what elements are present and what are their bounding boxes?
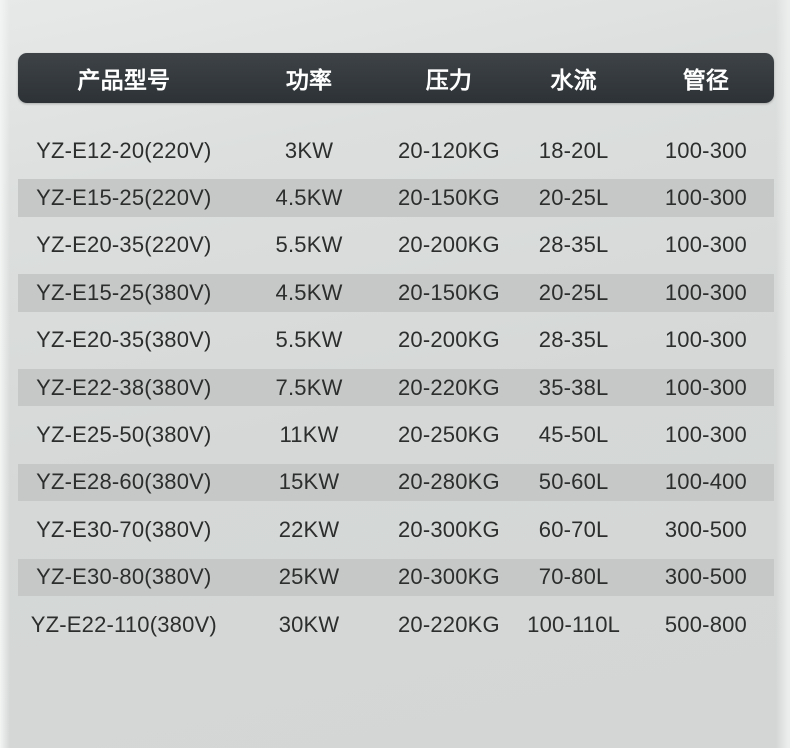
cell-power: 3KW [284, 137, 334, 163]
cell-model: YZ-E12-20(220V) [36, 137, 212, 163]
table-row: YZ-E28-60(380V) 15KW 20-280KG 50-60L 100… [18, 459, 774, 506]
cell-diameter: 100-300 [664, 422, 747, 448]
cell-diameter: 500-800 [664, 611, 747, 637]
cell-pressure: 20-200KG [397, 232, 500, 258]
cell-diameter: 300-500 [664, 516, 747, 542]
cell-pressure: 20-300KG [397, 516, 500, 542]
cell-power: 7.5KW [275, 374, 343, 400]
table-row: YZ-E30-80(380V) 25KW 20-300KG 70-80L 300… [18, 554, 774, 601]
table-row: YZ-E22-38(380V) 7.5KW 20-220KG 35-38L 10… [18, 364, 774, 411]
table-row: YZ-E30-70(380V) 22KW 20-300KG 60-70L 300… [18, 506, 774, 553]
cell-diameter: 100-300 [664, 137, 747, 163]
spec-table: 产品型号 功率 压力 水流 管径 YZ-E12-20(220V) 3KW 20-… [18, 53, 774, 648]
cell-diameter: 100-300 [664, 374, 747, 400]
table-row: YZ-E15-25(380V) 4.5KW 20-150KG 20-25L 10… [18, 269, 774, 316]
cell-pressure: 20-200KG [397, 327, 500, 353]
cell-pressure: 20-300KG [397, 564, 500, 590]
cell-flow: 45-50L [538, 422, 609, 448]
cell-flow: 18-20L [538, 137, 609, 163]
cell-diameter: 100-400 [664, 469, 747, 495]
header-cell-diameter: 管径 [682, 67, 730, 93]
header-cell-pressure: 压力 [425, 67, 473, 93]
cell-pressure: 20-120KG [397, 137, 500, 163]
table-row: YZ-E12-20(220V) 3KW 20-120KG 18-20L 100-… [18, 127, 774, 174]
cell-flow: 20-25L [538, 185, 609, 211]
cell-diameter: 100-300 [664, 279, 747, 305]
cell-flow: 28-35L [538, 232, 609, 258]
cell-pressure: 20-150KG [397, 279, 500, 305]
cell-diameter: 100-300 [664, 232, 747, 258]
cell-power: 4.5KW [275, 279, 343, 305]
cell-power: 5.5KW [275, 232, 343, 258]
table-row: YZ-E20-35(220V) 5.5KW 20-200KG 28-35L 10… [18, 222, 774, 269]
cell-flow: 50-60L [538, 469, 609, 495]
table-row: YZ-E22-110(380V) 30KW 20-220KG 100-110L … [18, 601, 774, 648]
cell-pressure: 20-220KG [397, 374, 500, 400]
cell-model: YZ-E25-50(380V) [36, 422, 212, 448]
header-cell-power: 功率 [285, 67, 333, 93]
cell-flow: 28-35L [538, 327, 609, 353]
cell-power: 4.5KW [275, 185, 343, 211]
cell-diameter: 300-500 [664, 564, 747, 590]
cell-power: 15KW [278, 469, 340, 495]
header-cell-flow: 水流 [550, 67, 597, 93]
cell-pressure: 20-220KG [397, 611, 500, 637]
cell-power: 30KW [278, 611, 340, 637]
cell-power: 22KW [278, 516, 340, 542]
cell-model: YZ-E22-38(380V) [36, 374, 212, 400]
cell-model: YZ-E30-70(380V) [36, 516, 212, 542]
cell-model: YZ-E20-35(220V) [36, 232, 212, 258]
table-body: YZ-E12-20(220V) 3KW 20-120KG 18-20L 100-… [18, 127, 774, 648]
header-cell-model: 产品型号 [77, 67, 171, 93]
cell-pressure: 20-250KG [397, 422, 500, 448]
table-row: YZ-E25-50(380V) 11KW 20-250KG 45-50L 100… [18, 411, 774, 458]
cell-power: 5.5KW [275, 327, 343, 353]
cell-flow: 35-38L [538, 374, 609, 400]
cell-model: YZ-E20-35(380V) [36, 327, 212, 353]
cell-diameter: 100-300 [664, 327, 747, 353]
table-row: YZ-E20-35(380V) 5.5KW 20-200KG 28-35L 10… [18, 317, 774, 364]
cell-model: YZ-E15-25(380V) [36, 279, 212, 305]
cell-power: 25KW [278, 564, 340, 590]
cell-flow: 70-80L [538, 564, 609, 590]
cell-pressure: 20-280KG [397, 469, 500, 495]
cell-pressure: 20-150KG [397, 185, 500, 211]
cell-flow: 100-110L [527, 611, 621, 637]
cell-flow: 60-70L [538, 516, 609, 542]
cell-flow: 20-25L [538, 279, 609, 305]
table-header-row: 产品型号 功率 压力 水流 管径 [18, 53, 774, 103]
cell-power: 11KW [279, 422, 339, 448]
cell-model: YZ-E30-80(380V) [36, 564, 212, 590]
cell-model: YZ-E15-25(220V) [36, 185, 212, 211]
cell-diameter: 100-300 [664, 185, 747, 211]
table-row: YZ-E15-25(220V) 4.5KW 20-150KG 20-25L 10… [18, 174, 774, 221]
cell-model: YZ-E28-60(380V) [36, 469, 212, 495]
cell-model: YZ-E22-110(380V) [30, 611, 217, 637]
